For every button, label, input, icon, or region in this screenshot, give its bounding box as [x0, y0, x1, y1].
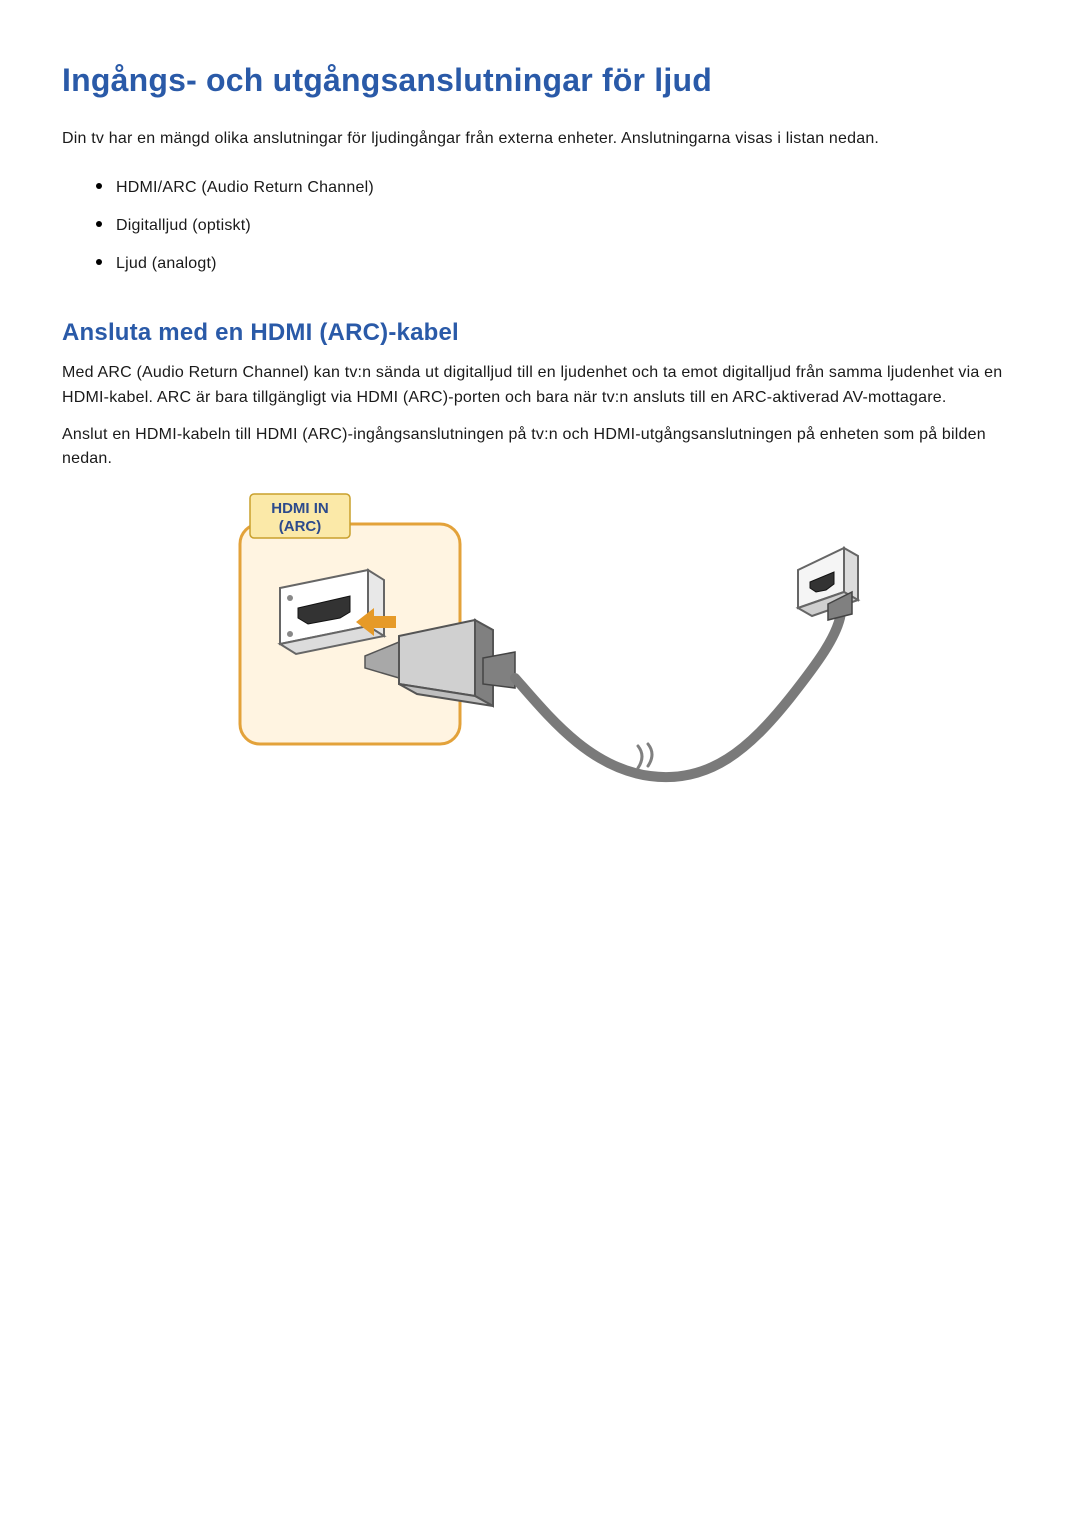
- connection-list: HDMI/ARC (Audio Return Channel) Digitall…: [62, 169, 1018, 283]
- document-page: Ingångs- och utgångsanslutningar för lju…: [0, 0, 1080, 1527]
- svg-text:(ARC): (ARC): [279, 518, 322, 535]
- list-item: Ljud (analogt): [96, 245, 1018, 283]
- hdmi-arc-diagram: HDMI IN(ARC): [190, 488, 890, 808]
- intro-paragraph: Din tv har en mängd olika anslutningar f…: [62, 127, 1018, 151]
- section-paragraph-1: Med ARC (Audio Return Channel) kan tv:n …: [62, 361, 1018, 411]
- diagram-container: HDMI IN(ARC): [62, 488, 1018, 808]
- list-item: Digitalljud (optiskt): [96, 207, 1018, 245]
- list-item: HDMI/ARC (Audio Return Channel): [96, 169, 1018, 207]
- page-title: Ingångs- och utgångsanslutningar för lju…: [62, 62, 1018, 99]
- section-paragraph-2: Anslut en HDMI-kabeln till HDMI (ARC)-in…: [62, 423, 1018, 473]
- svg-text:HDMI IN: HDMI IN: [271, 500, 329, 517]
- section-title: Ansluta med en HDMI (ARC)-kabel: [62, 319, 1018, 347]
